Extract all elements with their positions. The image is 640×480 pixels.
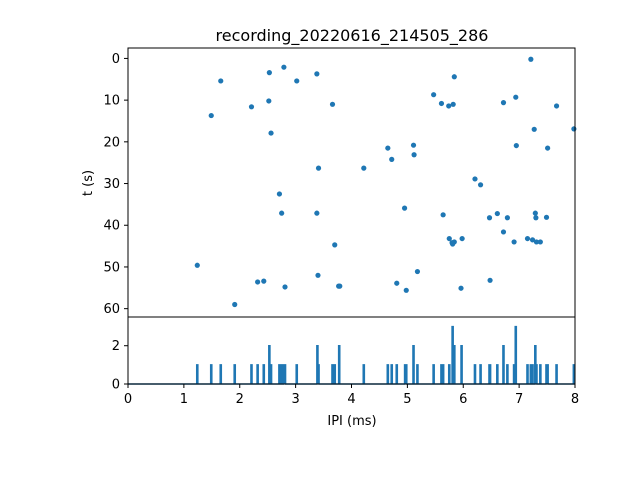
raster-point: [533, 215, 539, 221]
raster-point: [403, 287, 409, 293]
raster-y-tick-label: 10: [103, 94, 120, 109]
raster-point: [494, 210, 500, 217]
raster-point: [472, 176, 478, 182]
raster-y-tick-label: 0: [112, 52, 120, 67]
raster-point: [459, 235, 465, 242]
raster-point: [337, 283, 343, 289]
raster-point: [451, 74, 457, 80]
raster-point: [545, 145, 551, 151]
raster-point: [389, 156, 395, 162]
raster-point: [411, 152, 417, 158]
raster-point: [315, 165, 322, 171]
raster-point: [446, 103, 452, 109]
histogram-x-tick-label: 7: [515, 392, 523, 407]
raster-point: [438, 100, 445, 107]
histogram-x-tick-label: 6: [459, 392, 467, 407]
raster-point: [266, 98, 272, 104]
histogram-frame: [127, 316, 576, 385]
raster-point: [431, 92, 437, 98]
histogram-x-tick-label: 4: [347, 392, 355, 407]
histogram-y-tick-label: 2: [112, 339, 120, 354]
raster-point: [513, 94, 519, 100]
raster-point: [532, 210, 538, 216]
raster-point: [232, 301, 238, 308]
raster-point: [332, 242, 338, 248]
raster-point: [450, 101, 456, 107]
raster-y-tick-label: 40: [103, 219, 120, 234]
raster-point: [314, 71, 320, 77]
raster-point: [487, 277, 493, 283]
histogram-x-tick-label: 5: [403, 392, 411, 407]
raster-point: [537, 239, 543, 245]
raster-point: [329, 101, 336, 107]
raster-point: [511, 239, 517, 245]
histogram-x-tick-label: 0: [124, 392, 132, 407]
raster-point: [531, 126, 537, 132]
histogram-x-tick-label: 3: [291, 392, 299, 407]
raster-points: [194, 56, 577, 308]
histogram-y-ticks: 02: [112, 339, 128, 393]
raster-point: [218, 78, 224, 84]
raster-point: [504, 215, 510, 221]
raster-point: [279, 210, 285, 216]
raster-point: [543, 214, 550, 220]
raster-point: [208, 112, 214, 119]
raster-point: [446, 235, 452, 242]
raster-point: [281, 64, 287, 70]
raster-point: [268, 130, 274, 136]
raster-point: [276, 191, 283, 197]
raster-y-ticks: 0 10 20 30 40 50 60: [103, 52, 128, 317]
raster-point: [401, 205, 408, 211]
raster-point: [282, 284, 288, 290]
raster-point: [315, 272, 321, 278]
raster-point: [255, 279, 261, 285]
raster-point: [394, 280, 400, 286]
histogram-x-axis-label: IPI (ms): [327, 414, 376, 429]
histogram-x-tick-label: 8: [571, 392, 579, 407]
raster-point: [361, 165, 367, 171]
raster-point: [194, 262, 200, 268]
raster-panel: 0 10 20 30 40 50 60 t (s): [81, 47, 577, 318]
raster-point: [385, 145, 391, 151]
raster-point: [414, 268, 421, 275]
raster-y-tick-label: 50: [103, 260, 120, 275]
raster-point: [500, 100, 507, 106]
raster-point: [451, 239, 457, 245]
raster-y-tick-label: 30: [103, 177, 120, 192]
raster-point: [266, 70, 272, 76]
histogram-x-ticks: 0 1 2 3 4 5 6 7 8: [124, 384, 579, 407]
raster-y-tick-label: 60: [103, 302, 120, 317]
raster-point: [458, 285, 464, 291]
raster-point: [553, 103, 560, 109]
raster-point: [248, 104, 255, 110]
raster-point: [486, 215, 493, 221]
raster-point: [477, 182, 484, 188]
raster-point: [528, 56, 534, 62]
raster-point: [314, 210, 320, 216]
histogram-x-tick-label: 1: [180, 392, 188, 407]
raster-point: [294, 78, 300, 84]
raster-point: [524, 235, 531, 242]
raster-point: [440, 212, 446, 218]
raster-point: [500, 229, 507, 235]
raster-point: [261, 278, 267, 284]
raster-point: [571, 126, 577, 132]
histogram-y-tick-label: 0: [112, 378, 120, 393]
raster-title: recording_20220616_214505_286: [216, 26, 489, 46]
raster-point: [513, 142, 519, 149]
raster-point: [410, 142, 417, 148]
raster-point: [533, 239, 540, 245]
raster-point: [529, 237, 536, 243]
raster-y-axis-label: t (s): [81, 170, 96, 196]
raster-y-tick-label: 20: [103, 135, 120, 150]
histogram-x-tick-label: 2: [236, 392, 244, 407]
